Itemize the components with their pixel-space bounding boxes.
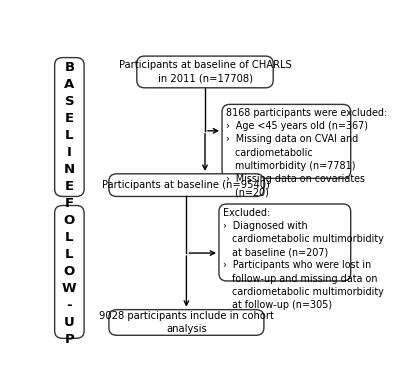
Text: Excluded:
›  Diagnosed with
   cardiometabolic multimorbidity
   at baseline (n=: Excluded: › Diagnosed with cardiometabol… — [223, 208, 384, 310]
FancyBboxPatch shape — [137, 56, 273, 88]
Text: F
O
L
L
O
W
-
U
P: F O L L O W - U P — [62, 198, 77, 347]
FancyBboxPatch shape — [222, 104, 351, 178]
Text: Participants at baseline of CHARLS
in 2011 (n=17708): Participants at baseline of CHARLS in 20… — [119, 60, 291, 83]
Text: Participants at baseline (n=9540): Participants at baseline (n=9540) — [102, 180, 270, 190]
FancyBboxPatch shape — [109, 174, 264, 196]
Text: B
A
S
E
L
I
N
E: B A S E L I N E — [64, 61, 75, 193]
FancyBboxPatch shape — [109, 310, 264, 335]
FancyBboxPatch shape — [55, 205, 84, 338]
Text: 9028 participants include in cohort
analysis: 9028 participants include in cohort anal… — [99, 311, 274, 334]
FancyBboxPatch shape — [219, 204, 351, 281]
FancyBboxPatch shape — [55, 58, 84, 196]
Text: 8168 participants were excluded:
›  Age <45 years old (n=367)
›  Missing data on: 8168 participants were excluded: › Age <… — [226, 108, 387, 197]
